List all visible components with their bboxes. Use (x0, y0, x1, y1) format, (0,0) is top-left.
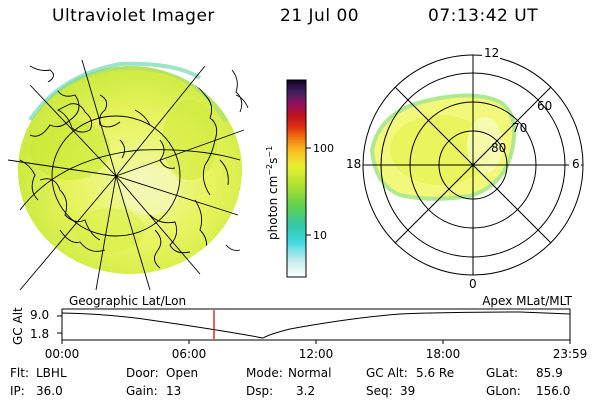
glat-label: GLat: (486, 366, 519, 380)
altitude-curve (61, 311, 571, 339)
glon-value: 156.0 (536, 384, 571, 398)
observation-time: 07:13:42 UT (428, 6, 539, 26)
colorbar-scale (286, 79, 307, 278)
colorbar-tick-label: 100 (313, 142, 334, 155)
colorbar-unit-label: photon cm−2s−1 (265, 146, 280, 240)
mlat-label-60: 60 (537, 99, 552, 113)
dsp-value: 3.2 (296, 384, 316, 398)
filter-value: LBHL (36, 366, 67, 380)
gc-alt-value: 5.6 Re (416, 366, 455, 380)
time-tick-label: 23:59 (553, 347, 588, 361)
ip-label: IP: (10, 384, 25, 398)
time-tick-label: 12:00 (299, 347, 334, 361)
latlon-grid (7, 59, 245, 291)
gain-label: Gain: (126, 384, 158, 398)
mlat-label-80: 80 (491, 141, 506, 155)
timeline-ymax: 9.0 (30, 308, 49, 322)
glon-label: GLon: (486, 384, 521, 398)
seq-value: 39 (400, 384, 416, 398)
outer-coastlines (29, 65, 249, 251)
mlt-label-12: 12 (484, 46, 499, 60)
polar-plot: 12 18 6 0 60 70 80 (344, 46, 584, 291)
mlt-label-18: 18 (346, 157, 361, 171)
filter-label: Flt: (10, 366, 29, 380)
time-tick-label: 18:00 (426, 347, 461, 361)
dsp-label: Dsp: (246, 384, 274, 398)
instrument-title: Ultraviolet Imager (52, 6, 215, 26)
geographic-image (7, 59, 249, 291)
mlt-label-6: 6 (572, 157, 580, 171)
seq-label: Seq: (366, 384, 393, 398)
time-tick-label: 00:00 (45, 347, 80, 361)
door-value: Open (166, 366, 199, 380)
mode-value: Normal (288, 366, 332, 380)
observation-date: 21 Jul 00 (280, 6, 360, 26)
timeline-ymin: 1.8 (30, 327, 49, 341)
timeline-left-title: Geographic Lat/Lon (69, 294, 186, 308)
gc-alt-label: GC Alt: (366, 366, 408, 380)
altitude-timeline: Geographic Lat/Lon Apex MLat/MLT 9.0 1.8… (11, 294, 587, 361)
timeline-right-title: Apex MLat/MLT (482, 294, 572, 308)
gain-value: 13 (166, 384, 182, 398)
ip-value: 36.0 (36, 384, 63, 398)
door-label: Door: (126, 366, 159, 380)
mlt-label-0: 0 (469, 277, 477, 291)
time-tick-label: 06:00 (172, 347, 207, 361)
timeline-axis-label: GC Alt (11, 307, 25, 345)
mlat-label-70: 70 (512, 121, 527, 135)
glat-value: 85.9 (536, 366, 563, 380)
colorbar-tick-label: 10 (313, 229, 327, 242)
mode-label: Mode: (246, 366, 283, 380)
colorbar: 100 10 photon cm−2s−1 (265, 79, 334, 278)
